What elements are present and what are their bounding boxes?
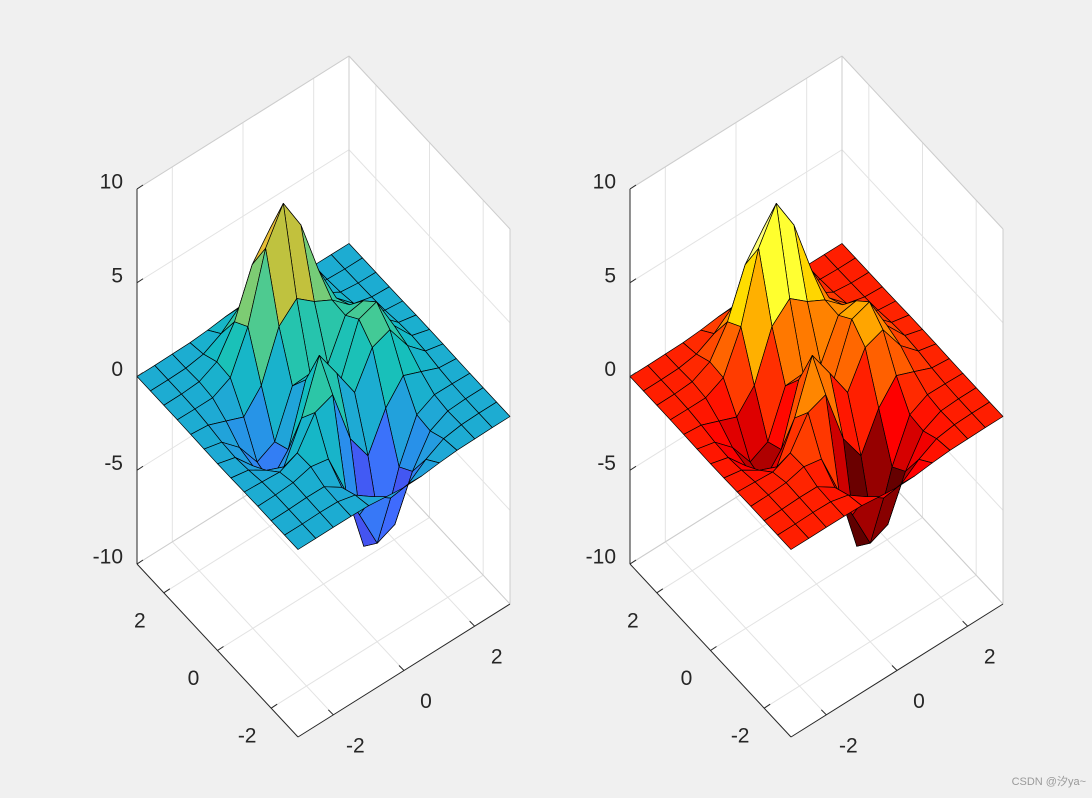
z-tick-label: 0 bbox=[604, 358, 616, 381]
grid-line bbox=[348, 149, 511, 324]
z-tick bbox=[136, 559, 144, 565]
grid-line bbox=[710, 517, 923, 651]
z-tick-label: -5 bbox=[104, 452, 123, 475]
y-tick-label: 2 bbox=[134, 609, 146, 632]
grid-line bbox=[136, 149, 350, 284]
x-tick-label: -2 bbox=[346, 734, 365, 757]
z-tick bbox=[629, 465, 637, 471]
grid-line bbox=[270, 574, 484, 709]
x-tick bbox=[820, 709, 827, 716]
y-tick-label: 2 bbox=[627, 609, 639, 632]
box-edge bbox=[348, 55, 511, 230]
x-tick bbox=[398, 665, 405, 671]
box-edge bbox=[841, 55, 1004, 230]
z-tick bbox=[629, 559, 637, 565]
z-tick-label: -10 bbox=[586, 546, 616, 569]
box-edge bbox=[629, 55, 843, 190]
x-tick bbox=[469, 620, 476, 627]
z-tick bbox=[136, 465, 144, 471]
z-tick bbox=[136, 372, 144, 377]
z-tick-label: -10 bbox=[93, 546, 123, 569]
y-tick bbox=[270, 703, 278, 709]
z-tick bbox=[136, 184, 144, 190]
z-tick bbox=[136, 278, 144, 284]
y-tick-label: 0 bbox=[188, 667, 200, 690]
y-tick bbox=[217, 646, 224, 651]
grid-line bbox=[841, 149, 1004, 324]
x-tick bbox=[327, 709, 334, 716]
x-tick-label: -2 bbox=[839, 734, 858, 757]
x-tick bbox=[891, 665, 898, 671]
z-tick-label: 10 bbox=[593, 171, 616, 194]
z-tick-label: 5 bbox=[604, 264, 616, 287]
grid-line bbox=[217, 517, 430, 651]
x-tick bbox=[962, 620, 969, 627]
grid-line bbox=[629, 149, 843, 284]
z-tick bbox=[629, 184, 637, 190]
y-tick bbox=[763, 703, 771, 709]
z-tick bbox=[629, 372, 637, 377]
z-tick-label: 10 bbox=[100, 171, 123, 194]
watermark: CSDN @汐ya~ bbox=[1012, 774, 1086, 788]
y-tick-label: 0 bbox=[681, 667, 693, 690]
x-tick-label: 2 bbox=[491, 646, 503, 669]
y-tick bbox=[710, 646, 717, 651]
grid-line bbox=[763, 574, 977, 709]
z-tick-label: 0 bbox=[111, 358, 123, 381]
box-edge bbox=[136, 55, 350, 190]
x-tick-label: 2 bbox=[984, 646, 996, 669]
surface-patch bbox=[284, 523, 317, 550]
surface-patch bbox=[777, 523, 810, 550]
x-tick-label: 0 bbox=[913, 690, 925, 713]
z-tick-label: 5 bbox=[111, 264, 123, 287]
y-tick-label: -2 bbox=[731, 725, 750, 748]
y-tick bbox=[656, 588, 664, 594]
z-tick-label: -5 bbox=[597, 452, 616, 475]
y-tick-label: -2 bbox=[238, 725, 257, 748]
y-tick bbox=[163, 588, 171, 594]
z-tick bbox=[629, 278, 637, 284]
x-tick-label: 0 bbox=[420, 690, 432, 713]
